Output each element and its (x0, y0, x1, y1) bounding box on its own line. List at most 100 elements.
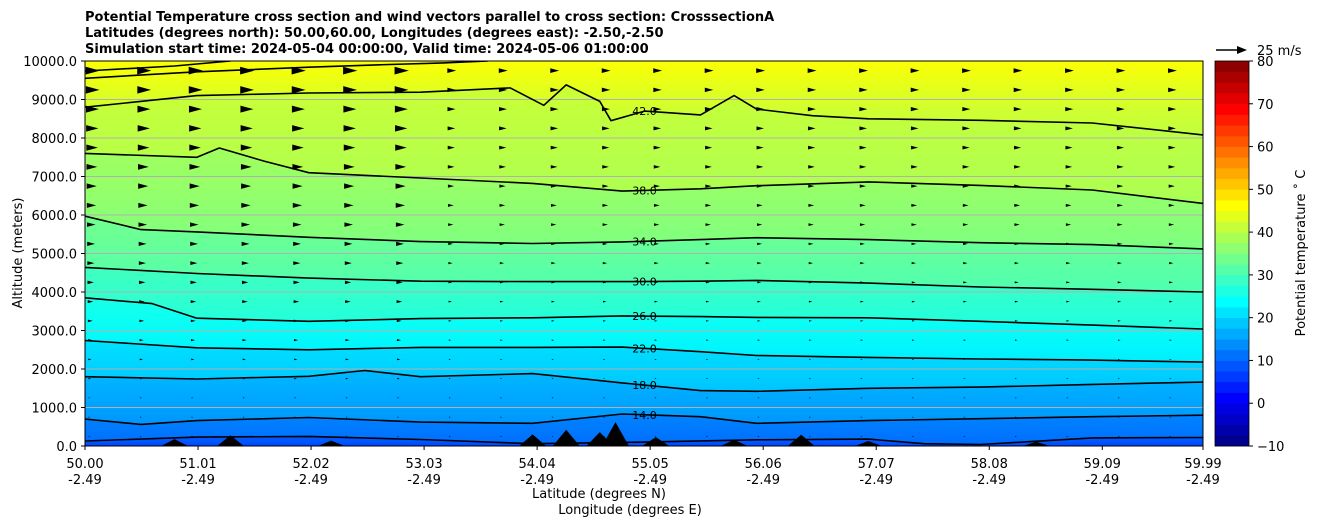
wind-vector (808, 203, 815, 207)
wind-vector (1013, 87, 1023, 93)
colorbar-segment (1215, 103, 1249, 115)
wind-vector (137, 66, 152, 75)
contour-lines (85, 61, 1203, 446)
wind-vector (137, 86, 152, 94)
wind-vector (705, 203, 712, 207)
wind-vector (292, 144, 304, 151)
wind-vector (603, 320, 607, 322)
wind-vector (292, 222, 302, 227)
chart-title-line-1: Potential Temperature cross section and … (85, 10, 774, 25)
wind-vector (653, 68, 663, 74)
x-axis-label-longitude: Longitude (degrees E) (558, 503, 702, 518)
wind-vector (1168, 106, 1177, 112)
wind-vector (1066, 339, 1070, 341)
wind-vector (294, 397, 297, 399)
wind-vector (397, 358, 401, 361)
y-axis-ticks: 0.0 1000.0 2000.0 3000.0 4000.0 5000.0 6000.0 7… (23, 55, 85, 455)
wind-vector (705, 145, 713, 150)
wind-vector (138, 202, 148, 208)
wind-vector (550, 126, 559, 131)
colorbar-segment (1215, 167, 1249, 180)
wind-vector (859, 203, 866, 207)
colorbar-segment (1215, 424, 1249, 436)
wind-vector (397, 377, 400, 380)
quiver-key-arrow-head (1237, 46, 1247, 54)
wind-vector (448, 358, 451, 360)
wind-vector (1065, 184, 1072, 188)
wind-vector (809, 320, 813, 322)
wind-vector (601, 68, 611, 74)
colorbar-segment (1215, 360, 1249, 372)
wind-vector (910, 68, 920, 74)
wind-vector (1015, 339, 1018, 341)
temperature-band-7 (85, 149, 1203, 249)
colorbar-tick-label: −10 (1257, 440, 1284, 455)
contour-line-26.0 (85, 297, 1203, 330)
colorbar-segment (1215, 146, 1249, 158)
wind-vector (189, 202, 200, 208)
wind-vector (1065, 203, 1072, 207)
wind-vector (345, 339, 350, 342)
wind-vector (1014, 320, 1018, 322)
contour-label-14.0: 14.0 (632, 409, 657, 422)
wind-vector (88, 435, 91, 437)
wind-vector (808, 223, 814, 227)
wind-vector (1118, 339, 1121, 341)
gridlines (85, 99, 1203, 408)
wind-vector (963, 397, 966, 399)
contour-line-10.0 (85, 435, 1203, 446)
x-tick-label-longitude: -2.49 (520, 473, 554, 488)
wind-vector (499, 126, 507, 131)
wind-vector (88, 377, 92, 380)
wind-vector (551, 300, 555, 303)
wind-vector (756, 68, 766, 74)
wind-vector (291, 66, 306, 75)
wind-vector (654, 435, 657, 437)
wind-vector (705, 261, 711, 265)
wind-vector (242, 339, 247, 342)
wind-vector (1066, 435, 1069, 437)
wind-vector (757, 223, 763, 227)
temperature-band-2 (85, 370, 1203, 425)
y-tick-label: 5000.0 (32, 248, 78, 263)
wind-vector (1169, 281, 1174, 284)
x-tick-label-longitude: -2.49 (1085, 473, 1119, 488)
wind-vector (1118, 435, 1120, 437)
wind-vector (603, 378, 606, 380)
wind-vector (345, 377, 349, 380)
wind-vector (1168, 145, 1176, 150)
wind-vector (1168, 223, 1175, 227)
wind-vector (962, 145, 970, 150)
wind-vector (1065, 145, 1073, 150)
x-tick-label-latitude: 53.03 (405, 457, 442, 472)
colorbar-segment (1215, 328, 1249, 340)
quiver-key: 25 m/s (1216, 44, 1302, 59)
wind-vector (243, 435, 245, 437)
wind-vector (1168, 165, 1176, 169)
wind-vector (1117, 203, 1123, 207)
colorbar-frame (1214, 60, 1250, 447)
wind-vector (499, 203, 506, 207)
wind-vector (603, 358, 606, 360)
wind-vector (447, 68, 457, 74)
wind-vector (859, 145, 867, 150)
wind-vector (395, 163, 407, 170)
wind-vector (809, 339, 812, 341)
wind-vector (1168, 68, 1177, 74)
wind-vector (294, 435, 297, 437)
wind-vector (756, 203, 763, 207)
wind-vector (346, 416, 348, 418)
wind-vector (963, 281, 968, 284)
colorbar-segment (1215, 435, 1249, 447)
wind-vector (1065, 223, 1072, 227)
wind-vector (86, 163, 98, 170)
wind-vector (241, 261, 249, 266)
wind-vector (602, 242, 608, 246)
wind-vector (757, 397, 760, 399)
wind-vector (551, 378, 554, 380)
chart-title-line-3: Simulation start time: 2024-05-04 00:00:… (85, 42, 649, 57)
y-tick-label: 4000.0 (32, 286, 78, 301)
wind-vector (448, 300, 452, 303)
wind-vector (448, 378, 451, 380)
wind-vector (653, 126, 662, 131)
